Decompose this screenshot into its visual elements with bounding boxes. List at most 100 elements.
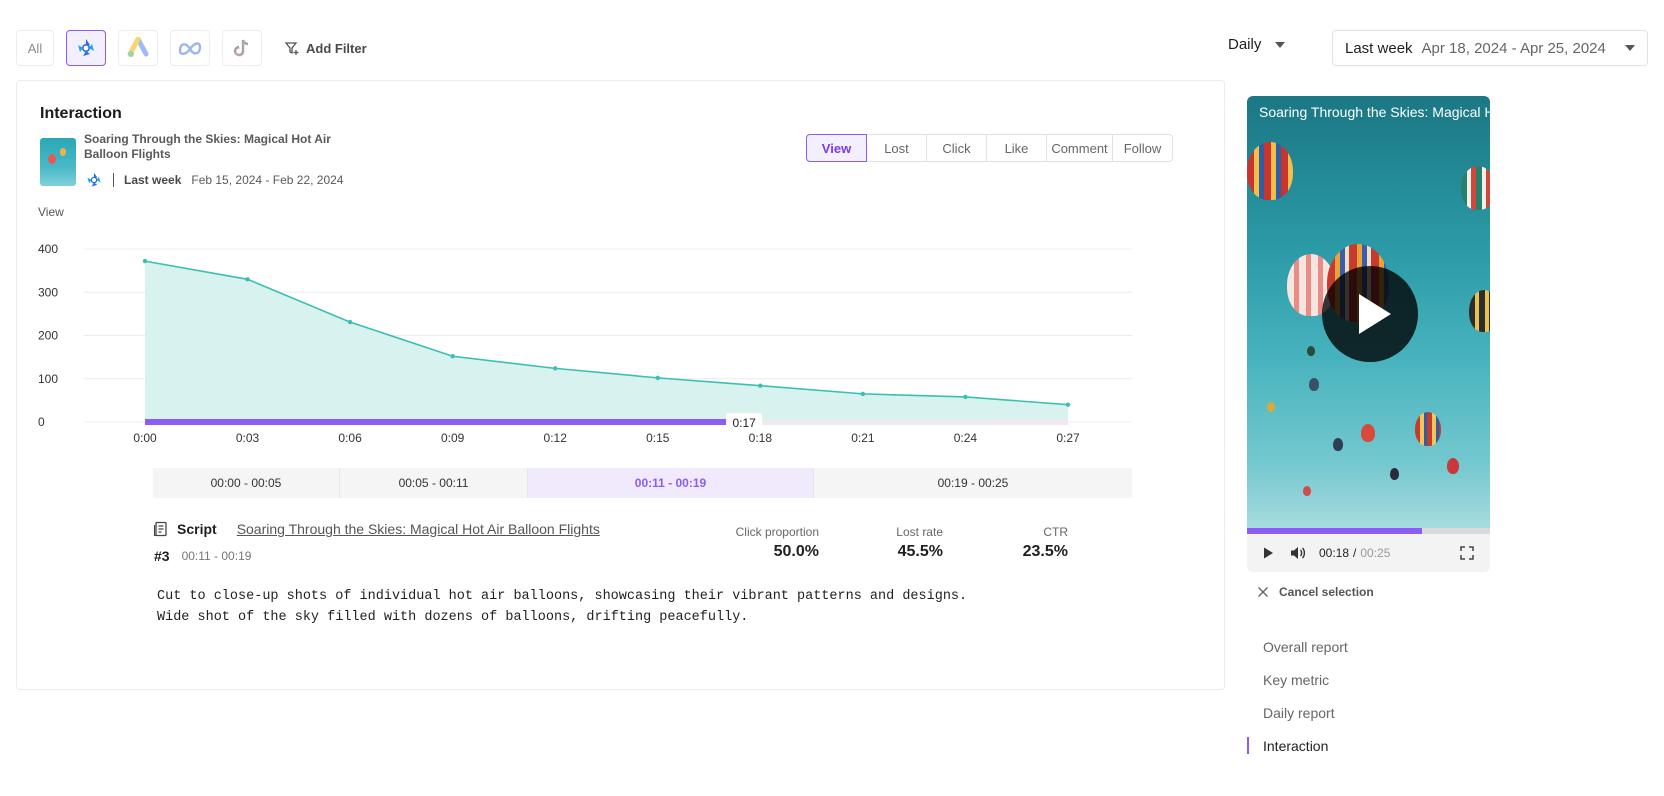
- filter-platform-a-button[interactable]: [66, 30, 106, 66]
- segment-1[interactable]: 00:05 - 00:11: [340, 468, 528, 498]
- nav-item-key-metric[interactable]: Key metric: [1263, 671, 1330, 688]
- segment-selector: 00:00 - 00:05 00:05 - 00:11 00:11 - 00:1…: [153, 468, 1132, 498]
- date-range-label: Last week: [1345, 39, 1413, 57]
- video-thumbnail[interactable]: [40, 138, 76, 186]
- balloon: [1390, 468, 1399, 480]
- segment-0[interactable]: 00:00 - 00:05: [153, 468, 340, 498]
- x-tick-label: 0:00: [133, 431, 157, 445]
- video-progress-fill: [1247, 528, 1422, 534]
- view-area-chart: View 0 100 200 300 400 0:17 0:00 0:03 0:06 0:09 0:1…: [38, 205, 1132, 445]
- tab-click[interactable]: Click: [926, 134, 987, 162]
- tab-lost[interactable]: Lost: [866, 134, 927, 162]
- data-point: [758, 383, 763, 388]
- metric-label: CTR: [1043, 525, 1068, 539]
- tab-view[interactable]: View: [806, 134, 867, 162]
- x-tick-label: 0:03: [236, 431, 260, 445]
- metric-value: 50.0%: [773, 543, 819, 560]
- tiktok-icon: [233, 39, 249, 57]
- x-tick-label: 0:24: [954, 431, 978, 445]
- video-progress-bar[interactable]: [1247, 528, 1490, 534]
- video-controls: 00:18 / 00:25: [1247, 534, 1490, 572]
- y-tick-label: 0: [38, 415, 45, 429]
- x-tick-label: 0:06: [338, 431, 362, 445]
- scene-time: 00:11 - 00:19: [181, 549, 252, 563]
- filter-all-button[interactable]: All: [16, 30, 54, 66]
- nav-item-overall-report[interactable]: Overall report: [1263, 638, 1348, 655]
- balloon: [1361, 424, 1375, 442]
- data-point: [245, 277, 250, 282]
- data-point: [963, 394, 968, 400]
- platform-a-icon: [87, 172, 101, 187]
- scene-number: #3: [154, 548, 170, 564]
- playhead-label: 0:17: [732, 416, 756, 430]
- data-point: [1065, 402, 1071, 407]
- nav-item-interaction[interactable]: Interaction: [1247, 729, 1348, 762]
- divider: [113, 173, 114, 187]
- video-meta: Last week Feb 15, 2024 - Feb 22, 2024: [85, 171, 343, 189]
- data-point: [553, 366, 558, 371]
- x-tick-label: 0:18: [749, 431, 773, 445]
- balloon: [1267, 402, 1275, 412]
- y-axis-label: View: [38, 205, 64, 219]
- play-overlay-button[interactable]: [1322, 266, 1418, 362]
- balloon: [1461, 166, 1490, 210]
- balloon: [1333, 438, 1343, 451]
- period-label: Last week: [124, 173, 182, 187]
- data-point: [347, 319, 353, 325]
- segment-3[interactable]: 00:19 - 00:25: [937, 476, 1009, 490]
- balloon: [1469, 290, 1490, 332]
- chevron-down-icon: [1275, 41, 1286, 48]
- x-tick-label: 0:21: [851, 431, 875, 445]
- card-title: Interaction: [40, 105, 122, 122]
- granularity-dropdown[interactable]: Daily: [1228, 36, 1286, 53]
- nav-item-daily-report[interactable]: Daily report: [1263, 704, 1335, 721]
- video-player: Soaring Through the Skies: Magical Hot A…: [1247, 96, 1490, 572]
- chevron-down-icon: [1625, 45, 1635, 51]
- play-icon[interactable]: [1261, 546, 1275, 560]
- data-point: [655, 375, 660, 381]
- data-point: [860, 391, 866, 397]
- x-tick-label: 0:15: [646, 431, 670, 445]
- tab-comment[interactable]: Comment: [1046, 134, 1113, 162]
- volume-icon[interactable]: [1289, 545, 1307, 561]
- meta-icon: [178, 42, 202, 55]
- cancel-selection-label: Cancel selection: [1279, 585, 1374, 599]
- add-filter-button[interactable]: Add Filter: [284, 40, 367, 56]
- video-title: Soaring Through the Skies: Magical Hot A…: [84, 132, 331, 161]
- filter-google-ads-button[interactable]: [118, 30, 158, 66]
- balloon: [1303, 486, 1311, 496]
- y-tick-label: 200: [38, 329, 58, 343]
- filter-meta-button[interactable]: [170, 30, 210, 66]
- period-dates: Feb 15, 2024 - Feb 22, 2024: [191, 173, 344, 187]
- script-link[interactable]: Soaring Through the Skies: Magical Hot A…: [236, 521, 600, 537]
- tab-like[interactable]: Like: [986, 134, 1047, 162]
- date-range-dates: Apr 18, 2024 - Apr 25, 2024: [1421, 39, 1606, 57]
- metric-lost-rate: Lost rate 45.5%: [847, 525, 943, 561]
- duration: 00:25: [1360, 546, 1391, 560]
- y-tick-label: 100: [38, 372, 58, 386]
- metric-label: Click proportion: [735, 525, 819, 539]
- cancel-selection-button[interactable]: Cancel selection: [1257, 585, 1374, 599]
- x-tick-label: 0:12: [544, 431, 568, 445]
- data-point: [142, 258, 148, 264]
- date-range-picker[interactable]: Last week Apr 18, 2024 - Apr 25, 2024: [1332, 30, 1648, 66]
- fullscreen-icon[interactable]: [1460, 546, 1474, 560]
- y-tick-label: 400: [38, 242, 58, 256]
- balloon: [1247, 142, 1293, 200]
- video-frame[interactable]: Soaring Through the Skies: Magical Hot A…: [1247, 96, 1490, 528]
- balloon: [1415, 412, 1441, 446]
- metric-value: 23.5%: [1022, 543, 1068, 560]
- metric-label: Lost rate: [896, 525, 943, 539]
- platform-filter-bar: All Add Filter: [16, 30, 367, 66]
- metric-tabs: View Lost Click Like Comment Follow: [806, 134, 1173, 162]
- video-overlay-title: Soaring Through the Skies: Magical Hot A…: [1259, 104, 1490, 120]
- close-icon: [1258, 587, 1268, 597]
- tab-follow[interactable]: Follow: [1112, 134, 1173, 162]
- y-tick-label: 300: [38, 285, 58, 299]
- metric-value: 45.5%: [897, 543, 943, 560]
- time-separator: /: [1353, 546, 1357, 560]
- segment-2[interactable]: 00:11 - 00:19: [528, 468, 814, 498]
- filter-tiktok-button[interactable]: [222, 30, 262, 66]
- script-header: Script Soaring Through the Skies: Magica…: [153, 521, 600, 537]
- granularity-value: Daily: [1228, 36, 1262, 53]
